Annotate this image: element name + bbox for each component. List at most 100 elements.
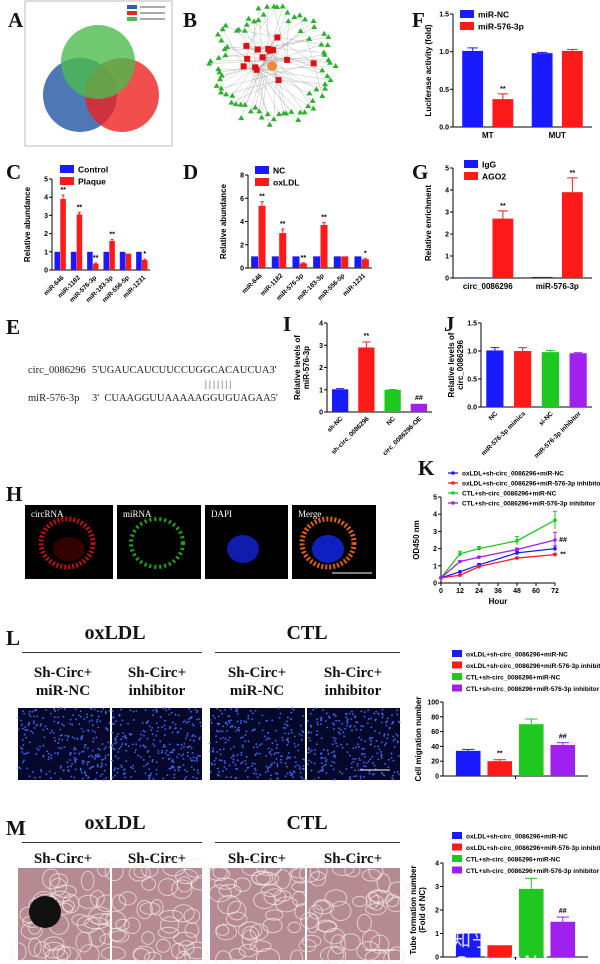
cell-nucleus bbox=[330, 764, 333, 767]
cell-nucleus bbox=[290, 731, 293, 734]
network-node-mirna bbox=[310, 60, 317, 67]
cell-nucleus bbox=[277, 751, 280, 754]
significance-label: ** bbox=[500, 203, 506, 210]
cell-nucleus bbox=[173, 773, 176, 776]
y-axis-label-line: Relative levels of bbox=[293, 335, 302, 400]
legend-label: IgG bbox=[482, 160, 497, 170]
cell-nucleus bbox=[326, 726, 329, 729]
cell-nucleus bbox=[320, 737, 323, 740]
network-edge bbox=[277, 37, 328, 46]
tube-mesh bbox=[376, 873, 391, 894]
cell-nucleus bbox=[307, 747, 310, 750]
cell-nucleus bbox=[23, 752, 26, 755]
network-node-mrna bbox=[324, 73, 331, 79]
cell-nucleus bbox=[352, 760, 355, 763]
cell-nucleus bbox=[386, 717, 389, 720]
cell-nucleus bbox=[47, 758, 50, 761]
cell-nucleus bbox=[244, 734, 247, 736]
cell-nucleus bbox=[87, 755, 90, 758]
cell-nucleus bbox=[237, 728, 239, 731]
cell-nucleus bbox=[83, 718, 86, 721]
cell-nucleus bbox=[273, 761, 276, 764]
cell-nucleus bbox=[157, 752, 160, 755]
cell-nucleus bbox=[267, 770, 269, 772]
cell-nucleus bbox=[95, 736, 98, 739]
cell-nucleus bbox=[157, 726, 160, 729]
cell-nucleus bbox=[93, 708, 96, 711]
network-edge bbox=[248, 18, 314, 64]
cell-nucleus bbox=[321, 762, 323, 764]
cell-nucleus bbox=[98, 755, 101, 758]
cell-nucleus bbox=[40, 723, 42, 725]
cell-nucleus bbox=[383, 735, 386, 737]
tube-mesh bbox=[28, 937, 42, 957]
cell-nucleus bbox=[130, 775, 132, 778]
tube-mesh bbox=[368, 862, 384, 880]
cell-nucleus bbox=[302, 715, 304, 718]
x-tick-label: 0 bbox=[439, 588, 443, 595]
cell-nucleus bbox=[352, 747, 355, 750]
cell-nucleus bbox=[117, 757, 120, 760]
cell-nucleus bbox=[115, 720, 117, 723]
cell-nucleus bbox=[353, 775, 356, 778]
cell-nucleus bbox=[333, 728, 336, 730]
y-tick-label: 1 bbox=[445, 254, 449, 261]
cell-nucleus bbox=[270, 774, 272, 777]
bar bbox=[76, 214, 83, 270]
cell-nucleus bbox=[189, 757, 192, 760]
tube-mesh bbox=[388, 946, 406, 964]
network-edge bbox=[256, 20, 314, 70]
bubble-artifact bbox=[29, 896, 61, 928]
tube-mesh bbox=[52, 945, 72, 961]
y-tick-label: 1 bbox=[433, 563, 437, 570]
y-tick-label: 0 bbox=[445, 276, 449, 283]
cell-nucleus bbox=[43, 736, 46, 739]
cell-nucleus bbox=[52, 707, 55, 710]
panel-label-k: K bbox=[418, 456, 435, 480]
cell-nucleus bbox=[97, 747, 100, 750]
cell-nucleus bbox=[82, 761, 85, 763]
cell-nucleus bbox=[323, 748, 325, 751]
cell-nucleus bbox=[50, 777, 52, 779]
cell-nucleus bbox=[224, 762, 226, 764]
cell-nucleus bbox=[320, 752, 323, 755]
bar bbox=[361, 259, 369, 268]
tube-mesh bbox=[265, 909, 284, 921]
cell-nucleus bbox=[332, 722, 334, 725]
tube-mesh bbox=[159, 909, 184, 922]
cell-nucleus bbox=[215, 741, 218, 743]
cell-nucleus bbox=[103, 769, 106, 772]
tube-mesh bbox=[308, 904, 323, 920]
cell-nucleus bbox=[354, 769, 356, 772]
cell-nucleus bbox=[66, 766, 69, 768]
cell-nucleus bbox=[17, 728, 20, 731]
chart-i: 0 1 2 3 4 Relative levels ofmiR-576-3p sh-NC **… bbox=[293, 321, 432, 457]
cell-nucleus bbox=[142, 729, 145, 732]
tube-mesh bbox=[287, 921, 302, 934]
legend-label: CTL+sh-circ_0086296+miR-NC bbox=[466, 857, 561, 864]
tube-mesh bbox=[139, 902, 161, 915]
y-tick-label: 0.0 bbox=[439, 125, 449, 132]
cell-nucleus bbox=[69, 718, 72, 721]
cell-nucleus bbox=[289, 771, 292, 774]
y-tick-label: 1 bbox=[44, 249, 48, 256]
cell-nucleus bbox=[107, 753, 110, 756]
significance-label: ** bbox=[500, 86, 506, 93]
cell-nucleus bbox=[180, 747, 183, 750]
tube-mesh bbox=[33, 941, 51, 959]
cell-nucleus bbox=[99, 720, 102, 723]
cell-nucleus bbox=[270, 764, 272, 766]
chart-l: 0 20 40 60 80 100 Cell migration number ** ## oxL… bbox=[414, 650, 600, 781]
cell-nucleus bbox=[117, 767, 120, 770]
cell-nucleus bbox=[114, 755, 117, 757]
cell-nucleus bbox=[28, 723, 30, 725]
tube-mesh bbox=[207, 867, 231, 881]
cell-nucleus bbox=[196, 718, 199, 721]
y-tick-label: 4 bbox=[445, 188, 449, 195]
cell-nucleus bbox=[176, 756, 179, 759]
tube-mesh bbox=[274, 896, 298, 913]
cell-nucleus bbox=[256, 746, 259, 748]
cell-nucleus bbox=[332, 768, 335, 771]
tube-mesh bbox=[176, 950, 191, 964]
